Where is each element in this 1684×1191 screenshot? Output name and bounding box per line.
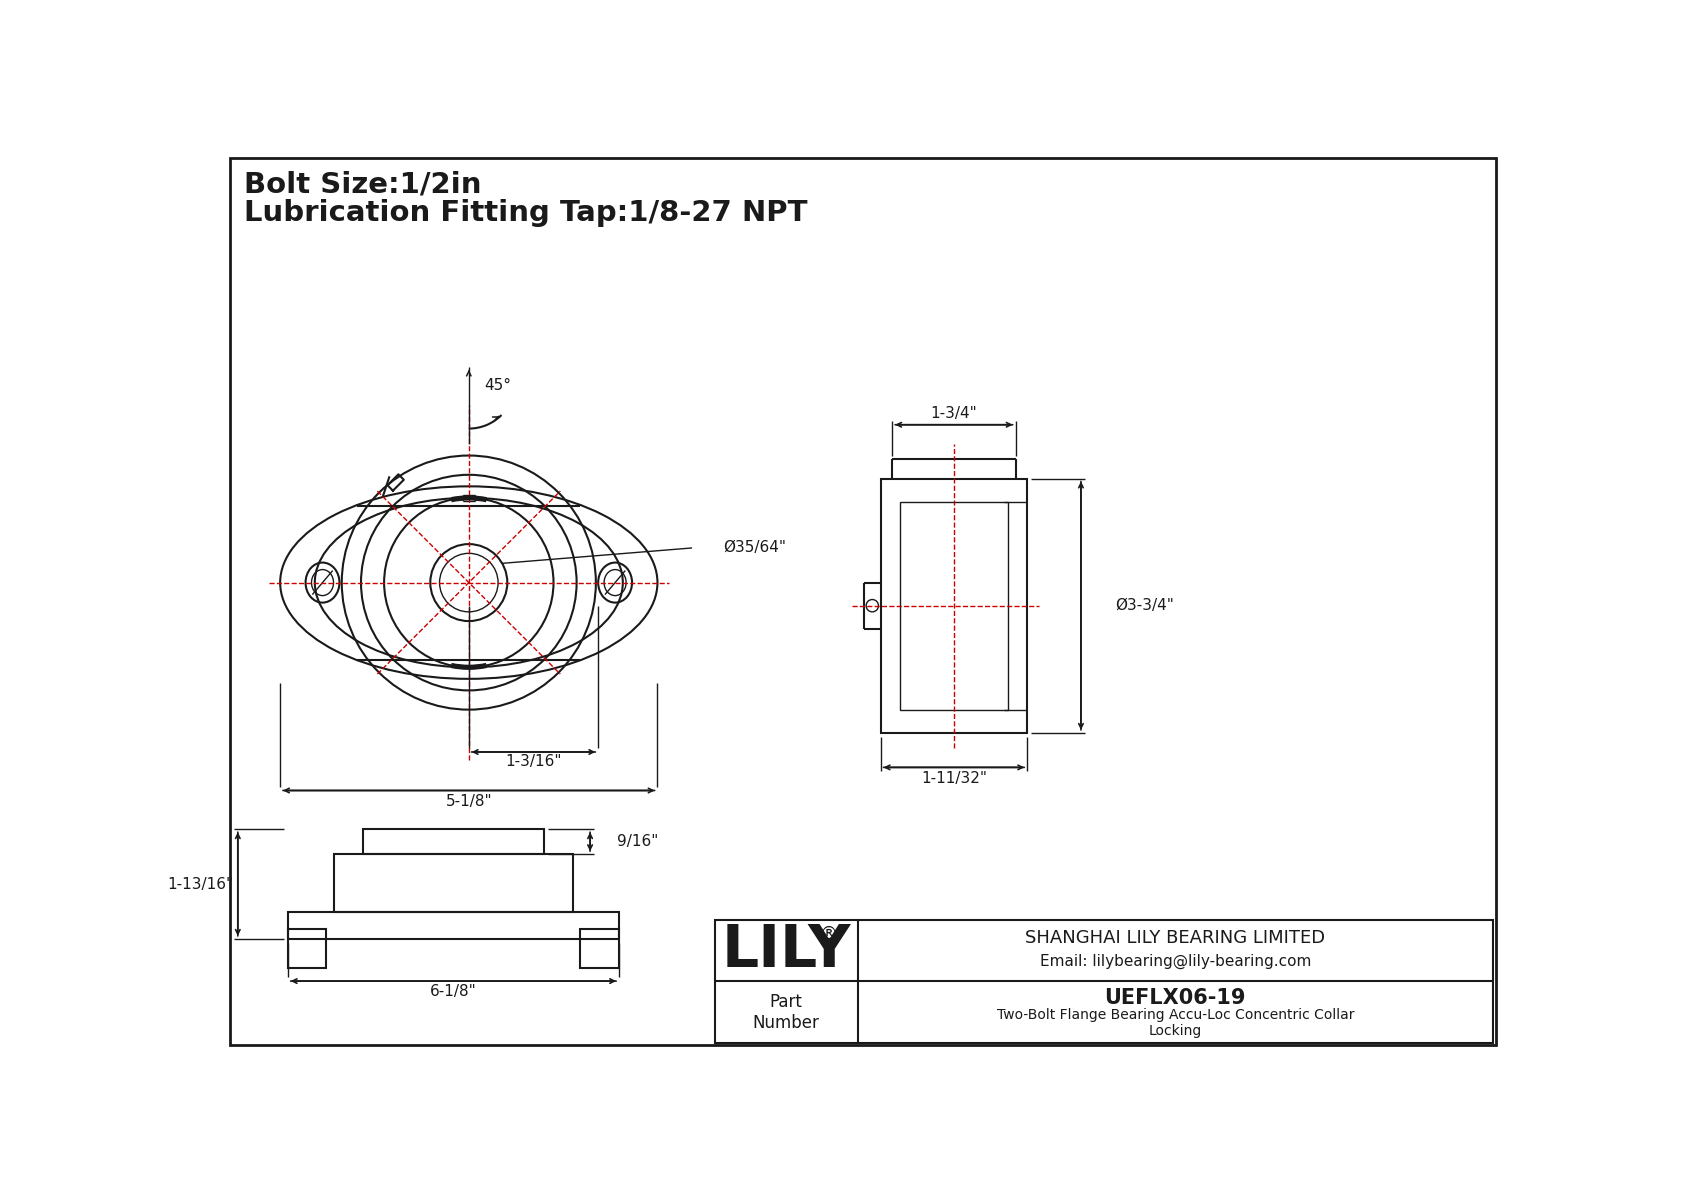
Text: Two-Bolt Flange Bearing Accu-Loc Concentric Collar
Locking: Two-Bolt Flange Bearing Accu-Loc Concent… xyxy=(997,1008,1354,1039)
Text: Lubrication Fitting Tap:1/8-27 NPT: Lubrication Fitting Tap:1/8-27 NPT xyxy=(244,199,807,227)
Text: 9/16": 9/16" xyxy=(616,834,658,849)
Text: LILY: LILY xyxy=(721,922,850,979)
Text: SHANGHAI LILY BEARING LIMITED: SHANGHAI LILY BEARING LIMITED xyxy=(1026,929,1325,947)
Text: ®: ® xyxy=(820,924,837,943)
Text: 1-13/16": 1-13/16" xyxy=(168,877,234,892)
Text: 5-1/8": 5-1/8" xyxy=(446,793,492,809)
Bar xyxy=(364,829,544,854)
Bar xyxy=(899,501,1007,710)
Text: Part
Number: Part Number xyxy=(753,993,820,1031)
Text: 45°: 45° xyxy=(485,378,512,393)
Bar xyxy=(581,929,620,968)
Text: 6-1/8": 6-1/8" xyxy=(429,984,477,999)
Text: Bolt Size:1/2in: Bolt Size:1/2in xyxy=(244,170,482,199)
Text: Ø3-3/4": Ø3-3/4" xyxy=(1115,598,1174,613)
Bar xyxy=(716,919,1494,1043)
Bar xyxy=(881,479,1027,732)
Bar xyxy=(288,929,327,968)
Text: 1-3/16": 1-3/16" xyxy=(505,754,562,768)
Text: UEFLX06-19: UEFLX06-19 xyxy=(1105,989,1246,1009)
Text: 1-3/4": 1-3/4" xyxy=(931,406,977,422)
Text: 1-11/32": 1-11/32" xyxy=(921,771,987,786)
Bar xyxy=(333,854,573,912)
Text: Email: lilybearing@lily-bearing.com: Email: lilybearing@lily-bearing.com xyxy=(1039,954,1310,969)
Text: Ø35/64": Ø35/64" xyxy=(722,541,786,555)
Bar xyxy=(288,912,620,939)
